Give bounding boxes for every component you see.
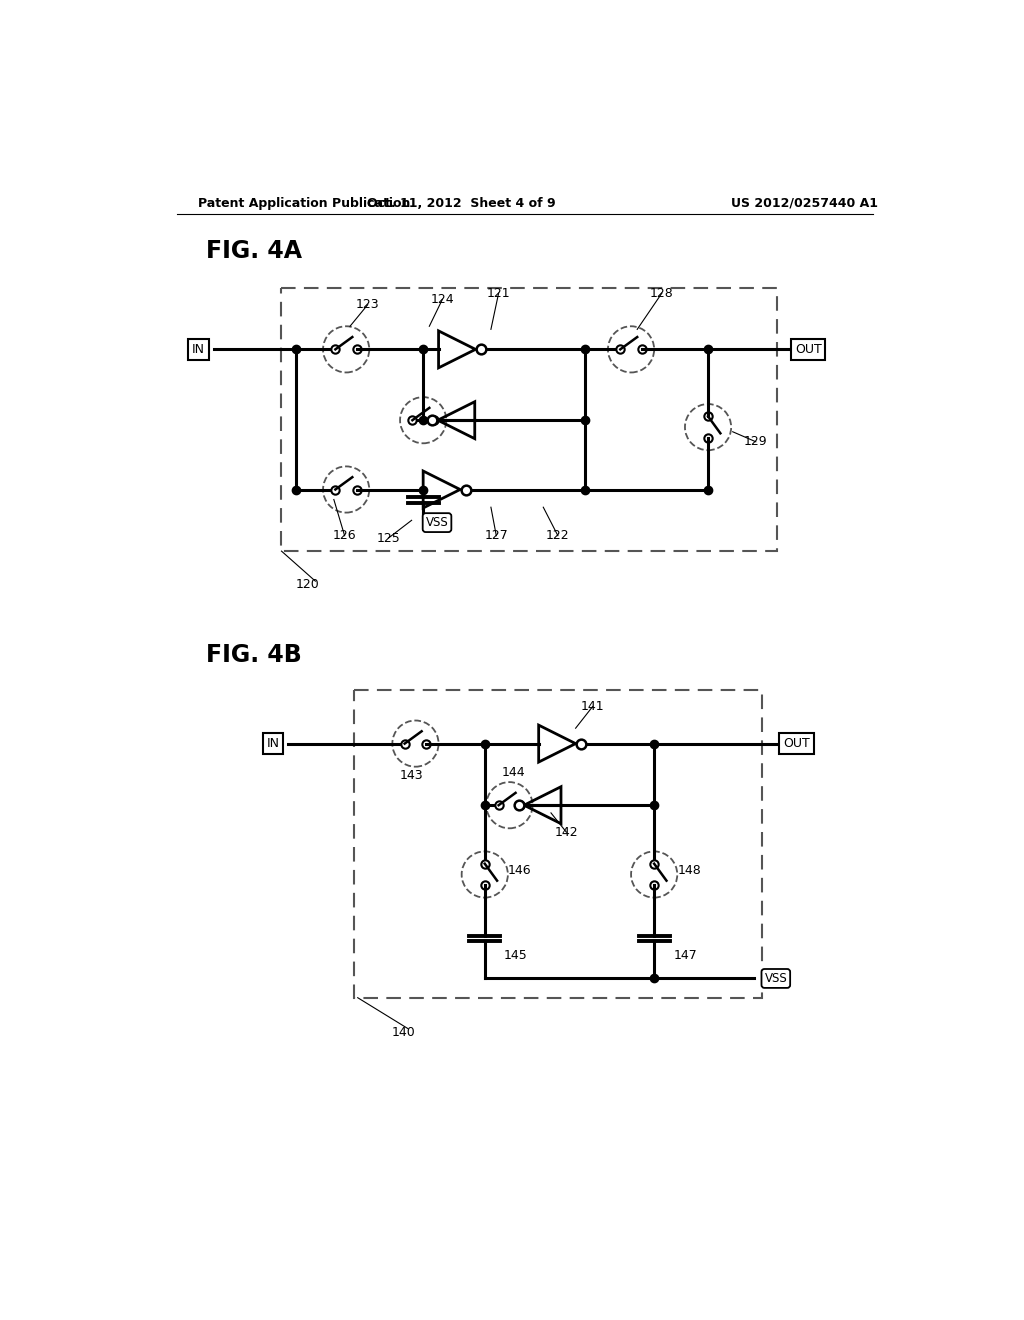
- Text: 145: 145: [504, 949, 527, 962]
- Text: Oct. 11, 2012  Sheet 4 of 9: Oct. 11, 2012 Sheet 4 of 9: [368, 197, 556, 210]
- Text: 127: 127: [484, 529, 508, 543]
- Text: VSS: VSS: [426, 516, 449, 529]
- Text: 120: 120: [296, 578, 319, 591]
- Text: 147: 147: [674, 949, 697, 962]
- Text: 123: 123: [356, 298, 380, 312]
- Text: OUT: OUT: [795, 343, 821, 356]
- Text: 128: 128: [650, 286, 674, 300]
- Text: 121: 121: [486, 286, 510, 300]
- Text: US 2012/0257440 A1: US 2012/0257440 A1: [731, 197, 879, 210]
- Text: 126: 126: [333, 529, 356, 543]
- Text: 146: 146: [508, 865, 531, 878]
- Text: 125: 125: [377, 532, 400, 545]
- Text: 140: 140: [392, 1026, 416, 1039]
- Text: 129: 129: [744, 436, 768, 449]
- Text: FIG. 4A: FIG. 4A: [206, 239, 302, 263]
- Text: 141: 141: [581, 700, 604, 713]
- Text: FIG. 4B: FIG. 4B: [206, 643, 302, 667]
- Text: 122: 122: [546, 529, 569, 543]
- Text: OUT: OUT: [783, 737, 810, 750]
- Text: Patent Application Publication: Patent Application Publication: [199, 197, 411, 210]
- Text: 142: 142: [555, 825, 579, 838]
- Text: 148: 148: [677, 865, 701, 878]
- Text: VSS: VSS: [765, 972, 787, 985]
- Text: 124: 124: [431, 293, 455, 306]
- Text: 144: 144: [502, 767, 525, 779]
- Text: IN: IN: [191, 343, 205, 356]
- Text: 143: 143: [399, 770, 423, 783]
- Text: IN: IN: [266, 737, 280, 750]
